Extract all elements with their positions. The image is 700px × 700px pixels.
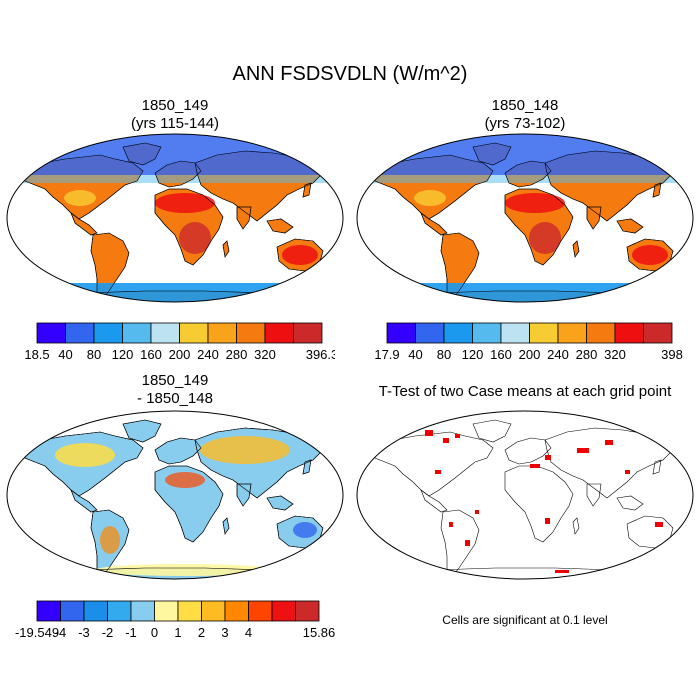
panel1-title-line1: 1850_149 (141, 97, 209, 114)
colorbar-swatch (36, 600, 61, 622)
panel3-colorbar: -19.549-4 -3 -2 -1 0 1 2 3 4 15.86 (15, 600, 336, 640)
colorbar-label: 120 (462, 347, 484, 362)
colorbar-label: 320 (604, 347, 626, 362)
colorbar-swatch (248, 600, 273, 622)
panel3-title-line1: 1850_149 (141, 372, 209, 389)
colorbar-swatch (201, 600, 226, 622)
colorbar-swatch (224, 600, 249, 622)
colorbar-label: 396.3 (306, 347, 335, 362)
colorbar-swatch (557, 322, 587, 344)
colorbar-label: 160 (490, 347, 512, 362)
colorbar-label: 160 (140, 347, 162, 362)
colorbar-swatch (443, 322, 473, 344)
colorbar-swatch (150, 322, 180, 344)
colorbar-swatch (154, 600, 179, 622)
colorbar-swatch (529, 322, 559, 344)
colorbar-swatch (293, 322, 323, 344)
panel4-title-line1: T-Test of two Case means at each grid po… (378, 383, 672, 400)
colorbar-swatch (386, 322, 416, 344)
colorbar-swatch (83, 600, 108, 622)
colorbar-swatch (500, 322, 530, 344)
colorbar-swatch (614, 322, 644, 344)
panel2-colorbar: 17.9 40 80 120 160 200 240 280 320 398 (375, 322, 683, 362)
colorbar-label: -4 (55, 625, 67, 640)
panel1-colorbar: 18.5 40 80 120 160 200 240 280 320 396.3 (25, 322, 335, 362)
panel1-title: 1850_149 (yrs 115-144) (25, 97, 325, 133)
colorbar-label: 4 (245, 625, 252, 640)
colorbar-label: 0 (151, 625, 158, 640)
figure-title: ANN FSDSVDLN (W/m^2) (232, 63, 468, 85)
colorbar-label: 1 (174, 625, 181, 640)
colorbar-swatch (271, 600, 296, 622)
colorbar-swatch (415, 322, 445, 344)
panel1-map (6, 133, 344, 303)
panel4-title: T-Test of two Case means at each grid po… (350, 383, 700, 401)
colorbar-swatch (472, 322, 502, 344)
colorbar-label: 240 (197, 347, 219, 362)
colorbar-label: 80 (87, 347, 101, 362)
colorbar-swatch (207, 322, 237, 344)
colorbar-label: 17.9 (375, 347, 400, 362)
colorbar-swatch (179, 322, 209, 344)
colorbar-swatch (93, 322, 123, 344)
colorbar-swatch (643, 322, 673, 344)
panel4-footnote: Cells are significant at 0.1 level (442, 613, 608, 627)
colorbar-swatch (60, 600, 85, 622)
colorbar-swatch (122, 322, 152, 344)
panel3-map (6, 410, 344, 580)
colorbar-swatch (264, 322, 294, 344)
colorbar-label: -19.549 (15, 625, 59, 640)
colorbar-swatch (236, 322, 266, 344)
colorbar-label: 240 (547, 347, 569, 362)
colorbar-label: 18.5 (25, 347, 50, 362)
colorbar-swatch (36, 322, 66, 344)
panel2-title-line2: (yrs 73-102) (484, 115, 566, 132)
panel3-title: 1850_149 - 1850_148 (25, 372, 325, 408)
colorbar-label: -2 (102, 625, 114, 640)
colorbar-label: 280 (226, 347, 248, 362)
colorbar-swatch (65, 322, 95, 344)
colorbar-swatch (130, 600, 155, 622)
colorbar-swatch (107, 600, 132, 622)
colorbar-label: 15.86 (303, 625, 336, 640)
colorbar-label: -3 (78, 625, 90, 640)
panel3-title-line2: - 1850_148 (137, 390, 213, 407)
panel4-map (356, 410, 694, 580)
panel1-title-line2: (yrs 115-144) (130, 115, 220, 132)
colorbar-label: 398 (661, 347, 683, 362)
colorbar-label: 200 (519, 347, 541, 362)
colorbar-label: 280 (576, 347, 598, 362)
colorbar-swatch (586, 322, 616, 344)
colorbar-label: 40 (58, 347, 72, 362)
panel2-title: 1850_148 (yrs 73-102) (375, 97, 675, 133)
colorbar-label: 80 (437, 347, 451, 362)
colorbar-label: 200 (169, 347, 191, 362)
colorbar-label: 2 (198, 625, 205, 640)
colorbar-label: 120 (112, 347, 134, 362)
colorbar-label: 40 (408, 347, 422, 362)
colorbar-swatch (177, 600, 202, 622)
colorbar-label: -1 (125, 625, 137, 640)
colorbar-label: 3 (221, 625, 228, 640)
colorbar-swatch (295, 600, 320, 622)
colorbar-label: 320 (254, 347, 276, 362)
panel2-title-line1: 1850_148 (491, 97, 559, 114)
panel2-map (356, 133, 694, 303)
